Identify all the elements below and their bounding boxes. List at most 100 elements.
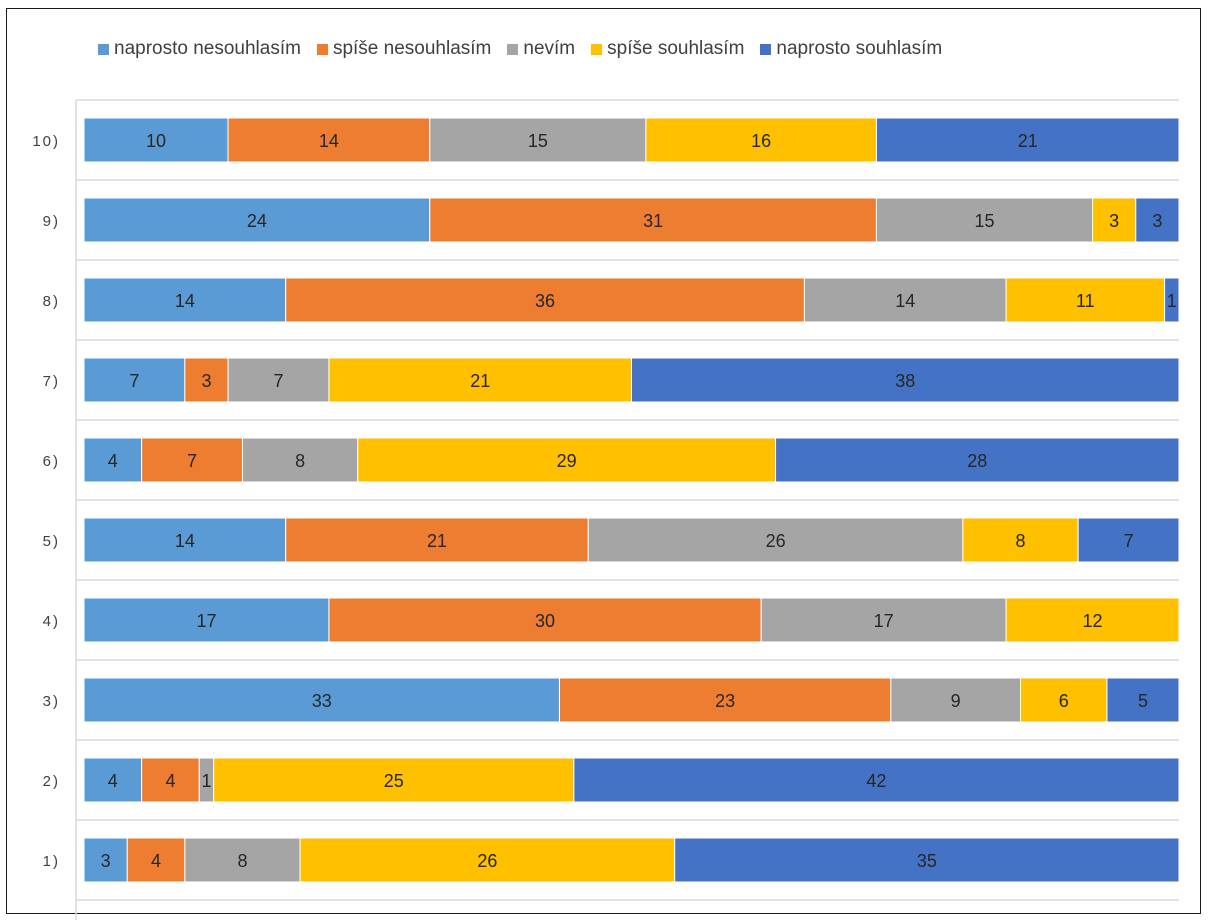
data-label: 11 [1076,291,1095,311]
bar-segment [141,757,200,803]
data-label: 14 [319,131,339,151]
category-tick-label: 8) [43,293,60,310]
bar-segment [83,517,287,563]
data-label: 1 [1167,291,1177,311]
data-label: 33 [312,691,332,711]
legend-swatch [316,43,328,55]
legend-label: spíše nesouhlasím [332,38,492,59]
bar-segment [299,837,676,883]
bar-segment [1005,277,1166,323]
data-label: 21 [470,371,490,391]
bar-segment [803,277,1007,323]
data-label: 8 [237,851,247,871]
data-label: 5 [1138,691,1148,711]
data-label: 17 [874,611,894,631]
data-label: 6 [1059,691,1069,711]
legend-swatch [760,43,772,55]
legend-item: nevím [507,38,575,60]
data-label: 4 [108,451,118,471]
legend-label: spíše souhlasím [607,38,745,59]
data-label: 4 [165,771,175,791]
data-label: 8 [295,451,305,471]
legend-label: nevím [523,38,576,59]
bar-segment [83,197,431,243]
bar-segment [1164,277,1180,323]
bar-segment [83,837,128,883]
data-label: 36 [535,291,555,311]
legend-label: naprosto souhlasím [776,38,943,59]
bar-segment [241,437,359,483]
data-label: 7 [1124,531,1134,551]
data-label: 17 [196,611,216,631]
data-label: 12 [1083,611,1103,631]
bar-segment [890,677,1022,723]
bar-segment [760,597,1007,643]
chart-legend: naprosto nesouhlasím spíše nesouhlasím nev… [98,36,942,62]
data-label: 28 [967,451,987,471]
bar-segment [1106,677,1180,723]
bar-segment [1020,677,1108,723]
data-label: 15 [974,211,994,231]
data-label: 3 [201,371,211,391]
data-label: 14 [895,291,915,311]
category-tick-label: 9) [43,213,60,230]
data-label: 16 [751,131,771,151]
bar-segment [429,117,647,163]
bar-segment [558,677,892,723]
data-label: 26 [766,531,786,551]
bar-segment [962,517,1079,563]
category-tick-label: 7) [43,373,60,390]
category-tick-label: 10) [32,133,60,150]
legend-swatch [507,43,519,55]
bar-segment [83,757,143,803]
data-label: 3 [101,851,111,871]
data-label: 35 [917,851,937,871]
category-tick-label: 6) [43,453,60,470]
data-label: 8 [1016,531,1026,551]
category-tick-label: 2) [43,773,60,790]
data-label: 21 [427,531,447,551]
category-tick-label: 5) [43,533,60,550]
bar-segment [227,357,330,403]
legend-item: spíše nesouhlasím [316,38,492,60]
data-label: 10 [146,131,166,151]
legend-item: naprosto souhlasím [760,38,942,60]
data-label: 7 [187,451,197,471]
bar-segment [429,197,877,243]
data-label: 9 [951,691,961,711]
legend-item: naprosto nesouhlasím [98,38,301,60]
data-label: 30 [535,611,555,631]
data-label: 7 [273,371,283,391]
data-label: 3 [1109,211,1119,231]
data-label: 14 [175,291,195,311]
category-tick-label: 3) [43,693,60,710]
category-tick-label: 4) [43,613,60,630]
bar-segment [213,757,575,803]
bar-segment [83,117,229,163]
data-label: 21 [1018,131,1038,151]
legend-swatch [591,43,603,55]
bar-segment [1135,197,1180,243]
bar-segment [674,837,1180,883]
data-label: 25 [384,771,404,791]
bar-segment [1005,597,1180,643]
data-label: 26 [477,851,497,871]
bar-segment [126,837,186,883]
data-label: 31 [643,211,663,231]
bar-segment [357,437,777,483]
bar-segment [83,357,186,403]
bar-segment [631,357,1180,403]
data-label: 42 [866,771,886,791]
bar-segment [645,117,877,163]
category-tick-label: 1) [43,853,60,870]
data-label: 4 [151,851,161,871]
bar-segment [184,837,301,883]
bar-segment [875,117,1180,163]
bar-segment [573,757,1180,803]
bar-segment [285,517,589,563]
bar-segment [328,597,762,643]
bar-segment [1077,517,1180,563]
data-label: 4 [108,771,118,791]
legend-label: naprosto nesouhlasím [114,38,301,59]
data-label: 29 [557,451,577,471]
